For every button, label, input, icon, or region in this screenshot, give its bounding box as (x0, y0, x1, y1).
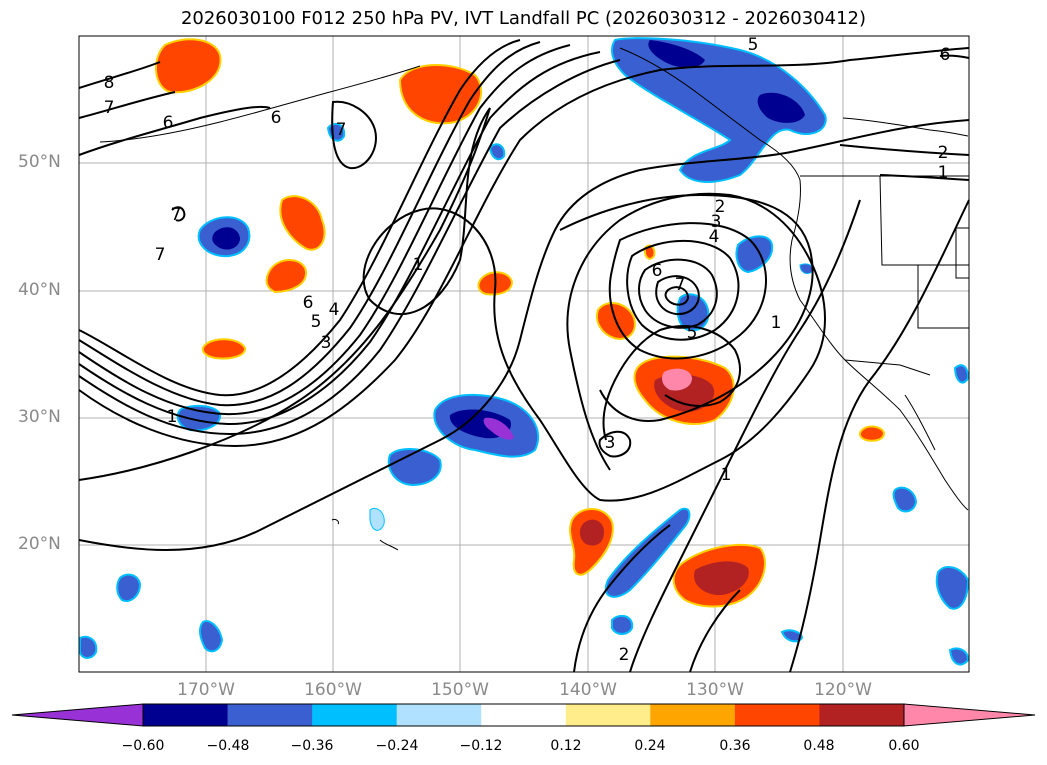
colorbar-tick: −0.60 (121, 738, 165, 754)
contour-label: 1 (938, 163, 949, 183)
lon-label: 140°W (559, 680, 617, 700)
map-title: 2026030100 F012 250 hPa PV, IVT Landfall… (180, 8, 867, 29)
colorbar-cell (227, 704, 313, 726)
contour-label: 1 (167, 407, 178, 427)
colorbar (11, 703, 1036, 727)
colorbar-cell (312, 704, 398, 726)
contour-label: 7 (104, 98, 115, 118)
coastlines (99, 47, 970, 551)
contour-label: 5 (687, 323, 698, 343)
lat-label: 20°N (18, 534, 61, 554)
contour-label: 6 (303, 293, 314, 313)
contour-label: 6 (652, 261, 663, 281)
colorbar-tick: −0.24 (375, 738, 419, 754)
contour-label: 6 (163, 113, 174, 133)
lat-label: 50°N (18, 152, 61, 172)
contour-label: 5 (748, 35, 759, 55)
contour-label: 3 (321, 333, 332, 353)
contour-label: 7 (675, 275, 686, 295)
colorbar-cell (396, 704, 482, 726)
contour-label: 2 (619, 645, 630, 665)
contour-label: 1 (721, 465, 732, 485)
positive-anomaly (154, 38, 886, 608)
colorbar-tick: 0.12 (550, 738, 582, 754)
pv-anomaly-fills (79, 37, 970, 666)
colorbar-cell (143, 704, 229, 726)
colorbar-tick: 0.48 (803, 738, 835, 754)
contour-label: 2 (938, 143, 949, 163)
colorbar-cell (819, 704, 905, 726)
contour-label: 7 (171, 205, 182, 225)
contour-label: 1 (771, 313, 782, 333)
colorbar-cell (734, 704, 820, 726)
negative-anomaly (79, 37, 970, 666)
colorbar-cell (481, 704, 567, 726)
contour-label: 3 (711, 212, 722, 232)
contour-label: 4 (329, 300, 340, 320)
colorbar-cell (650, 704, 736, 726)
contour-label: 4 (709, 227, 720, 247)
colorbar-tick: 0.24 (634, 738, 666, 754)
contour-label: 5 (311, 312, 322, 332)
contour-label: 7 (336, 120, 347, 140)
map-frame (78, 35, 970, 673)
colorbar-tick: 0.36 (719, 738, 751, 754)
contour-label: 2 (715, 197, 726, 217)
lat-label: 40°N (18, 280, 61, 300)
lon-label: 120°W (814, 680, 872, 700)
contour-labels: 8 7 6 6 7 7 7 6 5 4 3 1 1 5 2 1 2 3 4 6 … (104, 35, 951, 665)
colorbar-tick: −0.12 (459, 738, 503, 754)
contours (78, 39, 970, 673)
colorbar-extend-min (11, 703, 144, 727)
contour-label: 6 (271, 108, 282, 128)
contour-label: 7 (155, 245, 166, 265)
colorbar-tick: −0.36 (290, 738, 334, 754)
lon-label: 160°W (304, 680, 362, 700)
lon-label: 150°W (431, 680, 489, 700)
colorbar-tick: 0.60 (888, 738, 920, 754)
contour-label: 3 (605, 433, 616, 453)
colorbar-tick: −0.48 (206, 738, 250, 754)
lon-label: 130°W (686, 680, 744, 700)
lat-label: 30°N (18, 407, 61, 427)
colorbar-cell (565, 704, 651, 726)
colorbar-extend-max (903, 703, 1036, 727)
lon-label: 170°W (177, 680, 235, 700)
contour-label: 1 (413, 255, 424, 275)
contour-label: 8 (104, 73, 115, 93)
contour-label: 6 (940, 45, 951, 65)
